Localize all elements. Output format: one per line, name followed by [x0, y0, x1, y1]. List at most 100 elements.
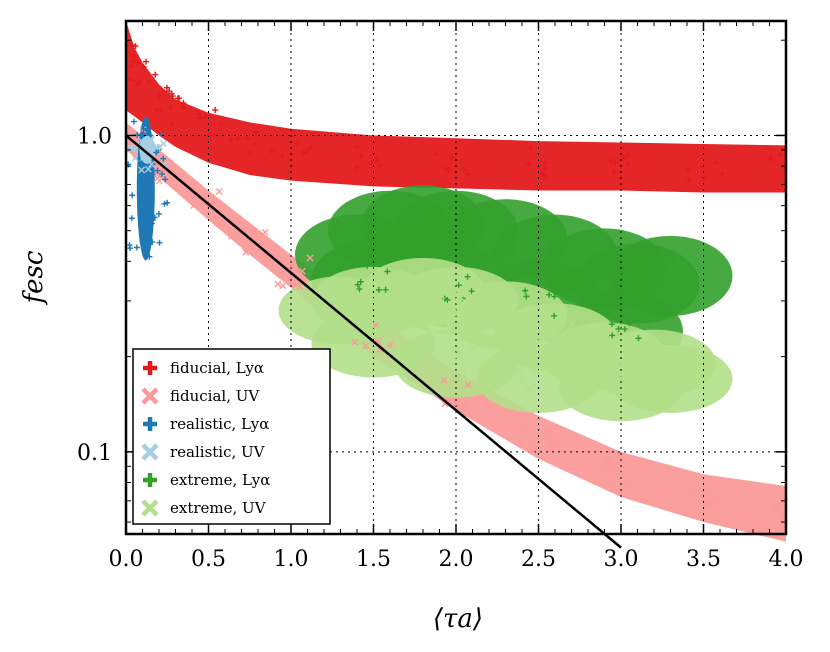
data-point	[161, 200, 168, 207]
data-point	[454, 352, 462, 360]
data-point	[776, 151, 783, 158]
band-1	[126, 122, 786, 542]
data-point	[389, 311, 397, 319]
data-point	[701, 174, 708, 181]
data-point	[296, 283, 304, 291]
data-point	[371, 351, 379, 359]
data-point	[208, 197, 216, 205]
data-point	[617, 289, 624, 296]
data-point	[357, 278, 364, 285]
legend-marker	[143, 417, 157, 431]
data-point	[366, 251, 373, 258]
data-point	[445, 167, 452, 174]
data-point	[619, 374, 627, 382]
data-point	[215, 188, 223, 196]
data-point	[212, 107, 219, 114]
data-point	[546, 291, 553, 298]
data-point	[353, 143, 360, 150]
data-point	[158, 130, 165, 137]
data-point	[134, 59, 141, 66]
data-point	[137, 137, 145, 145]
data-point	[659, 281, 666, 288]
data-point	[712, 495, 720, 503]
data-point	[131, 57, 138, 64]
data-point	[130, 77, 137, 84]
data-point	[652, 374, 660, 382]
data-point	[134, 81, 141, 88]
data-point	[453, 399, 461, 407]
data-point	[159, 170, 166, 177]
data-point	[156, 239, 163, 246]
data-point	[430, 216, 437, 223]
data-point	[459, 367, 467, 375]
y-tick-labels: 0.1 1.0	[77, 124, 112, 465]
data-point	[140, 63, 147, 70]
data-point	[169, 120, 176, 127]
data-point	[617, 269, 624, 276]
data-point	[627, 294, 634, 301]
data-point	[464, 381, 472, 389]
data-point	[547, 239, 554, 246]
data-point	[455, 282, 462, 289]
data-point	[712, 159, 719, 166]
legend-label: realistic, UV	[170, 443, 266, 461]
data-point	[354, 281, 361, 288]
x-tick-label: 3.0	[604, 547, 639, 572]
data-point	[492, 320, 500, 328]
data-point	[129, 42, 136, 49]
data-point	[451, 297, 459, 305]
x-tick-label: 0.0	[109, 547, 144, 572]
data-point	[336, 321, 344, 329]
data-point	[403, 241, 410, 248]
data-point	[377, 162, 384, 169]
data-point	[607, 466, 615, 474]
data-point	[625, 152, 632, 159]
data-point	[665, 356, 673, 364]
data-point	[487, 317, 495, 325]
data-point	[358, 153, 365, 160]
data-point	[154, 167, 161, 174]
data-point	[167, 104, 174, 111]
legend-marker	[141, 387, 159, 405]
data-point	[242, 248, 250, 256]
data-point	[202, 113, 209, 120]
data-point	[640, 347, 648, 355]
data-point	[519, 376, 527, 384]
data-point	[471, 224, 478, 231]
data-point	[127, 245, 134, 252]
data-point	[545, 283, 552, 290]
data-point	[615, 250, 622, 257]
data-point	[293, 140, 300, 147]
data-point	[685, 176, 692, 183]
data-point	[307, 143, 314, 150]
data-point	[532, 247, 539, 254]
data-point	[164, 84, 171, 91]
data-point	[534, 368, 542, 376]
data-point	[155, 177, 163, 185]
data-point	[356, 286, 363, 293]
data-point	[672, 374, 680, 382]
data-point	[551, 312, 558, 319]
data-point	[468, 345, 476, 353]
data-point	[541, 165, 548, 172]
data-point	[427, 302, 435, 310]
legend-marker	[143, 473, 157, 487]
data-point	[164, 199, 171, 206]
data-point	[399, 229, 406, 236]
data-point	[609, 386, 617, 394]
x-tick-label: 4.0	[769, 547, 804, 572]
data-point	[527, 446, 535, 453]
legend-label: fiducial, Lyα	[170, 359, 264, 377]
data-point	[512, 230, 519, 237]
x-tick-label: 1.0	[274, 547, 309, 572]
data-point	[153, 107, 160, 114]
x-tick-labels: 0.0 0.5 1.0 1.5 2.0 2.5 3.0 3.5 4.0	[109, 547, 804, 572]
data-point	[660, 267, 667, 274]
data-point	[461, 226, 468, 233]
data-point	[548, 444, 556, 452]
x-tick-label: 1.5	[356, 547, 391, 572]
data-point	[306, 254, 314, 262]
data-point	[635, 335, 642, 342]
data-point	[405, 216, 412, 223]
data-point	[633, 349, 641, 357]
